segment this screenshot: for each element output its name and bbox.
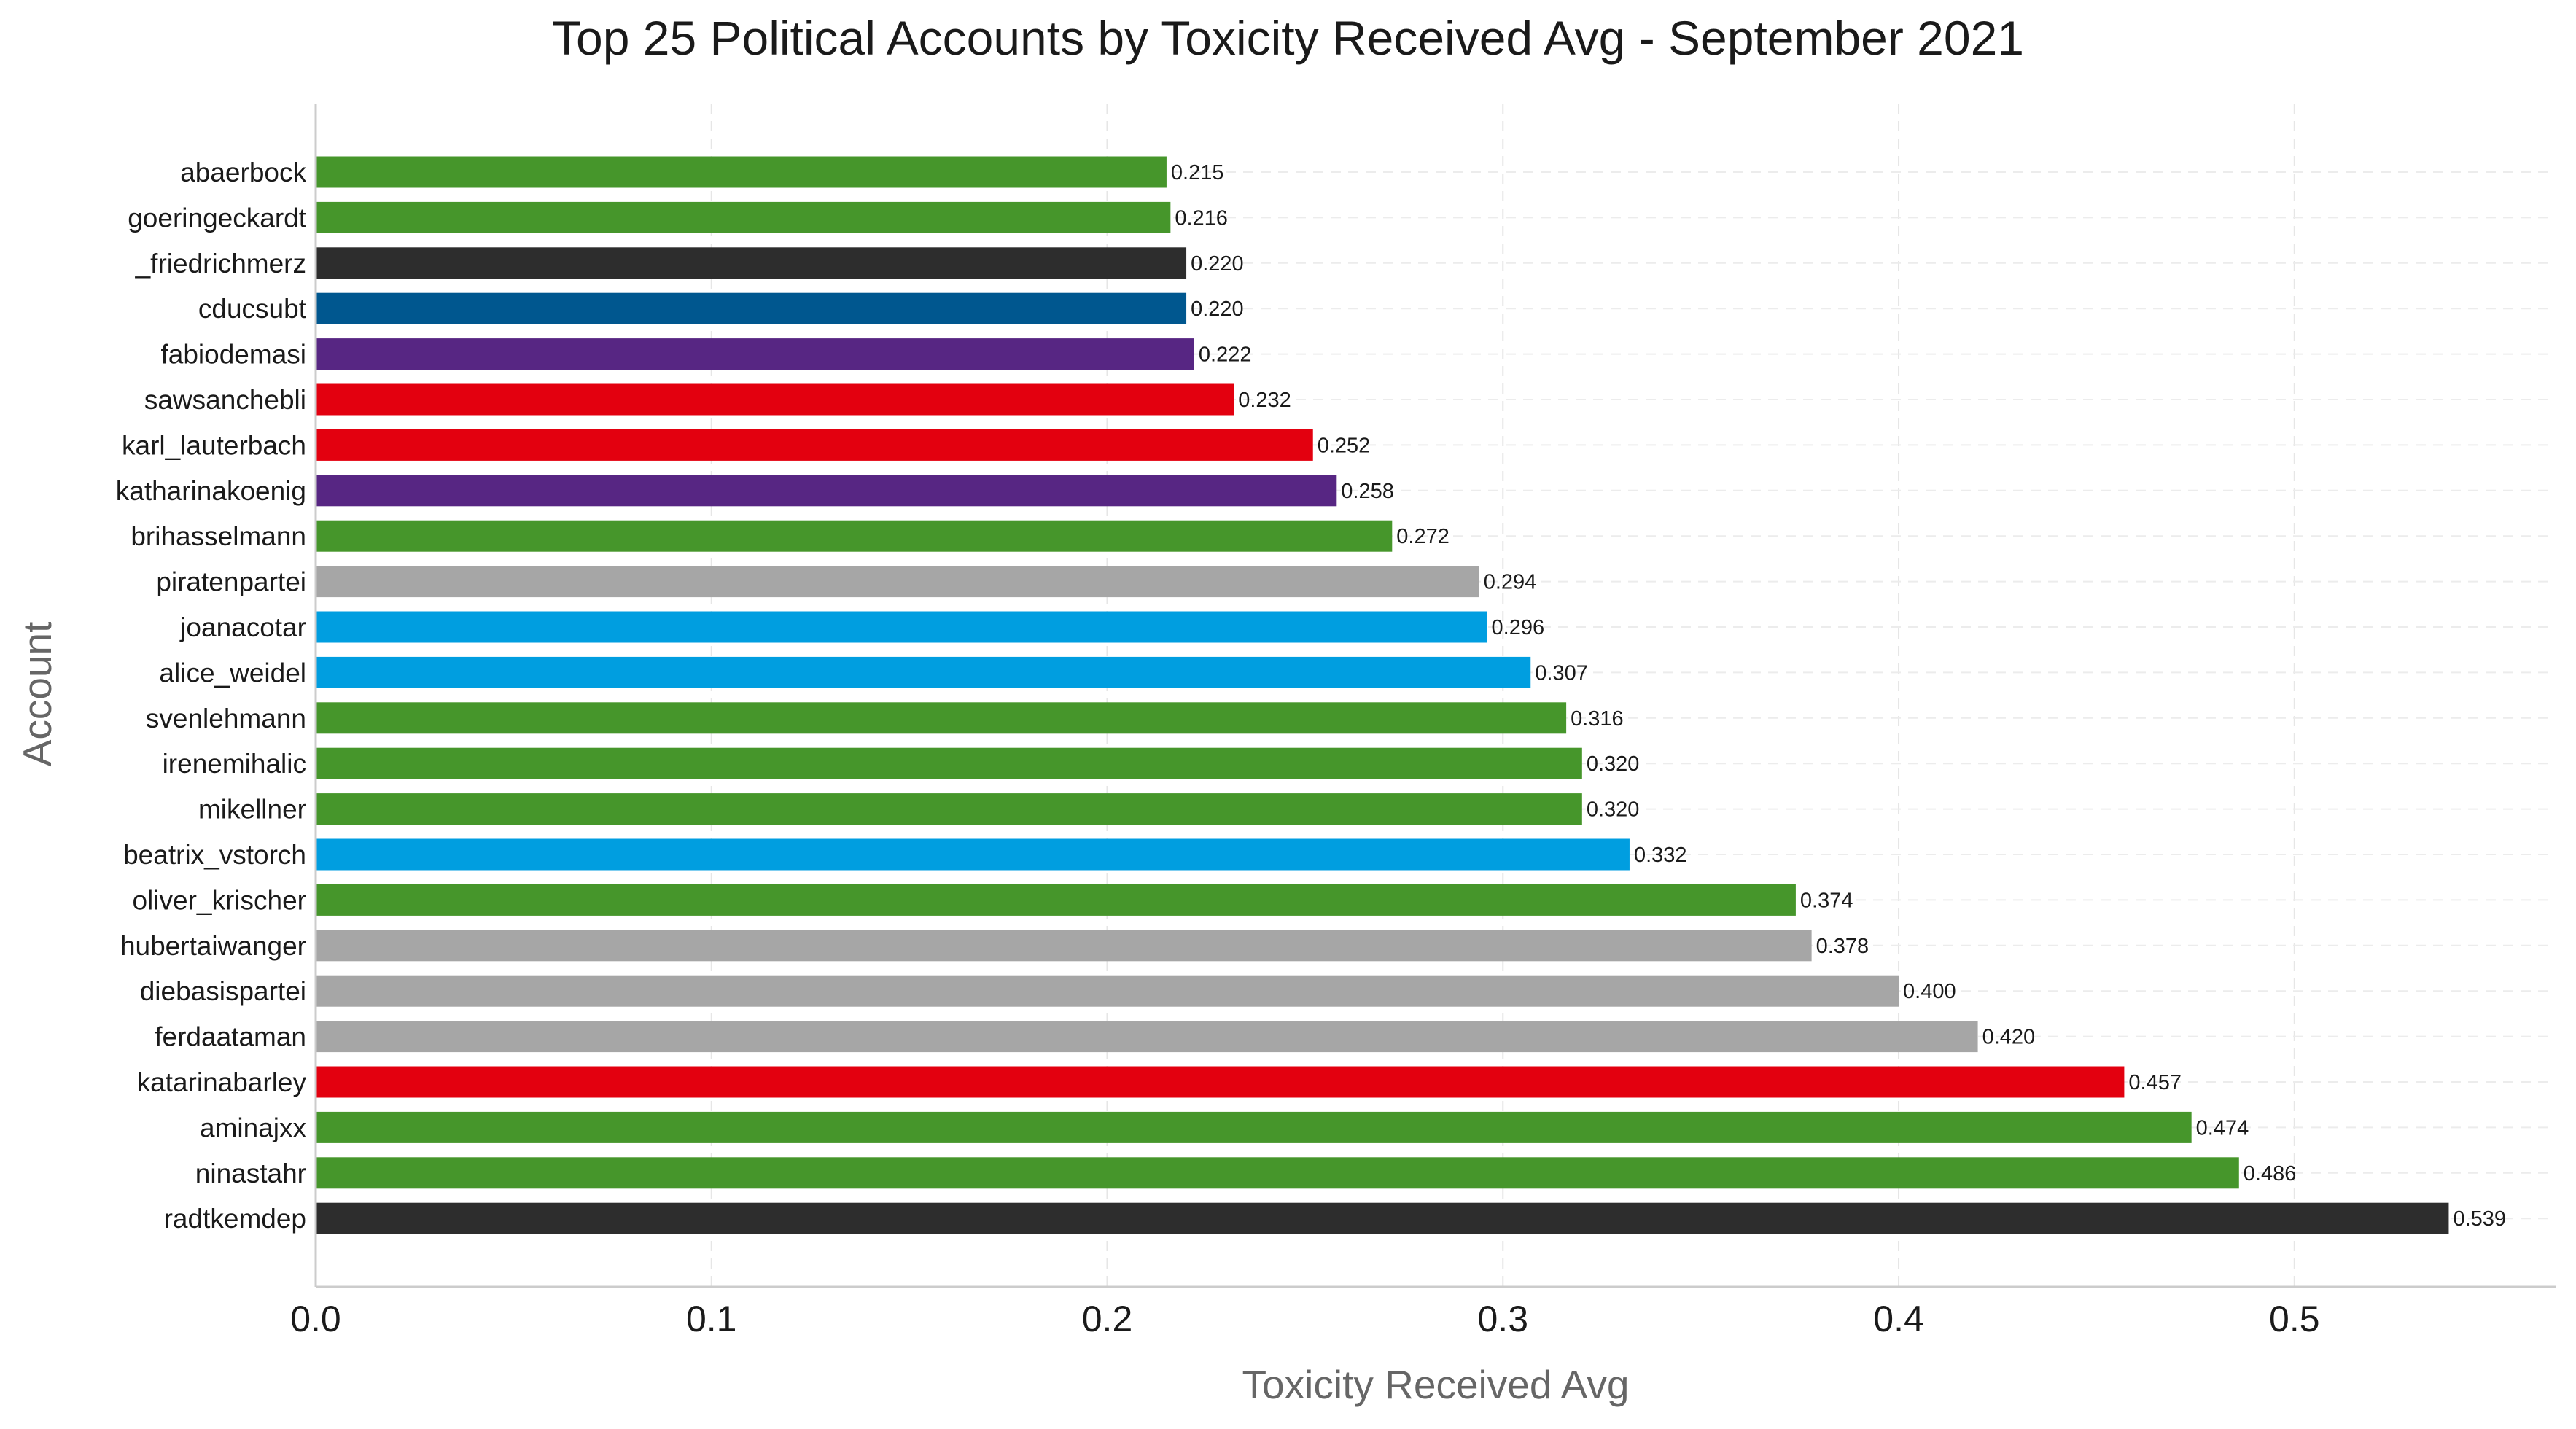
bar-mikellner: [316, 793, 1582, 825]
bar-value-label: 0.220: [1191, 297, 1244, 321]
bars: 0.215 0.216 0.220 0.220 0.222 0.232 0.252 0.258…: [316, 156, 2506, 1234]
bar-value-label: 0.252: [1318, 434, 1371, 457]
bar-fabiodemasi: [316, 338, 1194, 370]
bar-ferdaataman: [316, 1021, 1978, 1053]
bar-value-label: 0.320: [1587, 752, 1640, 776]
category-label: katarinabarley: [137, 1067, 307, 1097]
bar-brihasselmann: [316, 520, 1393, 552]
category-label: brihasselmann: [131, 521, 306, 551]
category-label: goeringeckardt: [128, 203, 306, 233]
category-label: piratenpartei: [156, 567, 306, 597]
category-label: sawsanchebli: [144, 385, 306, 415]
bar-value-label: 0.258: [1341, 480, 1394, 503]
bar-value-label: 0.294: [1484, 571, 1537, 594]
bar-karl_lauterbach: [316, 429, 1313, 461]
category-label: karl_lauterbach: [122, 430, 306, 460]
category-label: abaerbock: [180, 157, 306, 187]
bar-value-label: 0.307: [1535, 661, 1588, 685]
category-label: cducsubt: [198, 294, 307, 324]
bar-value-label: 0.296: [1492, 616, 1545, 639]
bar-value-label: 0.420: [1982, 1026, 2036, 1049]
bar-value-label: 0.316: [1571, 707, 1624, 731]
x-tick-label: 0.2: [1082, 1298, 1133, 1339]
bar-alice_weidel: [316, 656, 1531, 688]
category-label: _friedrichmerz: [135, 249, 306, 279]
bar-ninastahr: [316, 1157, 2239, 1189]
x-tick-label: 0.1: [686, 1298, 737, 1339]
grid-lines: [316, 104, 2556, 1287]
x-tick-label: 0.4: [1873, 1298, 1924, 1339]
category-label: svenlehmann: [146, 704, 306, 733]
bar-diebasispartei: [316, 975, 1899, 1007]
category-label: ninastahr: [195, 1159, 306, 1188]
bar-irenemihalic: [316, 747, 1582, 779]
bar-value-label: 0.220: [1191, 252, 1244, 276]
axes: [314, 104, 2556, 1288]
category-label: katharinakoenig: [116, 476, 306, 506]
bar-piratenpartei: [316, 566, 1479, 598]
category-label: diebasispartei: [140, 976, 306, 1006]
bar-joanacotar: [316, 611, 1487, 643]
bar-value-label: 0.320: [1587, 798, 1640, 822]
category-label: beatrix_vstorch: [123, 840, 306, 870]
x-axis-title: Toxicity Received Avg: [1242, 1362, 1630, 1407]
category-label: mikellner: [198, 795, 306, 825]
bar-hubertaiwanger: [316, 930, 1812, 962]
category-label: irenemihalic: [163, 749, 306, 779]
category-label: alice_weidel: [159, 658, 306, 688]
bar-value-label: 0.486: [2244, 1162, 2297, 1185]
bar-abaerbock: [316, 156, 1167, 188]
bar-value-label: 0.400: [1903, 980, 1956, 1003]
category-label: fabiodemasi: [160, 340, 306, 370]
bar-value-label: 0.457: [2128, 1071, 2182, 1094]
bar-value-label: 0.374: [1800, 889, 1853, 912]
bar-oliver_krischer: [316, 884, 1796, 916]
category-labels: abaerbock goeringeckardt _friedrichmerzcdu…: [116, 157, 307, 1234]
x-tick-label: 0.0: [290, 1298, 341, 1339]
bar-aminajxx: [316, 1111, 2192, 1143]
x-tick-label: 0.5: [2269, 1298, 2320, 1339]
bar-_friedrichmerz: [316, 247, 1187, 279]
bar-svenlehmann: [316, 702, 1567, 734]
category-label: oliver_krischer: [132, 885, 306, 915]
bar-value-label: 0.232: [1238, 389, 1291, 412]
category-label: aminajxx: [200, 1113, 306, 1142]
bar-radtkemdep: [316, 1202, 2449, 1234]
category-label: hubertaiwanger: [120, 931, 306, 961]
bar-value-label: 0.216: [1175, 206, 1228, 230]
x-tick-labels: 0.0 0.1 0.2 0.3 0.4 0.5: [290, 1298, 2319, 1339]
category-label: ferdaataman: [155, 1022, 306, 1052]
bar-katharinakoenig: [316, 475, 1337, 507]
bar-value-label: 0.539: [2453, 1207, 2506, 1231]
bar-value-label: 0.474: [2196, 1116, 2249, 1140]
bar-cducsubt: [316, 292, 1187, 324]
bar-sawsanchebli: [316, 383, 1234, 416]
bar-value-label: 0.222: [1199, 343, 1252, 367]
category-label: radtkemdep: [164, 1204, 306, 1234]
bar-value-label: 0.332: [1634, 844, 1687, 867]
bar-beatrix_vstorch: [316, 838, 1630, 871]
bar-goeringeckardt: [316, 201, 1171, 233]
chart-title: Top 25 Political Accounts by Toxicity Re…: [551, 11, 2025, 65]
x-tick-label: 0.3: [1478, 1298, 1529, 1339]
y-axis-title: Account: [15, 622, 60, 767]
bar-katarinabarley: [316, 1066, 2125, 1098]
bar-value-label: 0.272: [1396, 525, 1450, 548]
bar-value-label: 0.378: [1816, 935, 1869, 958]
bar-value-label: 0.215: [1171, 161, 1224, 184]
category-label: joanacotar: [179, 612, 306, 642]
